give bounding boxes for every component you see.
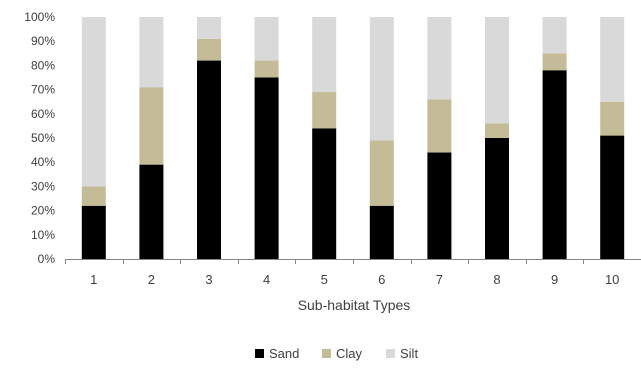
y-tick-label: 80% [31, 58, 55, 72]
bar-clay-1 [81, 186, 106, 206]
bar-silt-2 [139, 17, 164, 88]
bar-clay-2 [139, 87, 164, 165]
bar-sand-3 [197, 60, 221, 260]
bar-silt-1 [81, 17, 106, 187]
bar-sand-1 [81, 205, 106, 259]
bar-sand-9 [542, 70, 567, 260]
bar-silt-5 [312, 17, 337, 93]
legend: Sand Clay Silt [255, 346, 418, 361]
legend-swatch-sand [255, 349, 264, 358]
x-tick-label: 4 [263, 272, 270, 287]
bar-sand-7 [427, 152, 452, 259]
y-tick-label: 0% [38, 252, 56, 266]
y-tick-label: 20% [31, 204, 55, 218]
bar-clay-7 [427, 99, 452, 153]
x-tick-label: 9 [551, 272, 558, 287]
x-tick-label: 7 [436, 272, 443, 287]
y-tick-label: 10% [31, 228, 55, 242]
y-tick-label: 70% [31, 83, 55, 97]
legend-swatch-clay [322, 349, 331, 358]
y-tick-label: 100% [24, 10, 55, 24]
y-tick-label: 50% [31, 131, 55, 145]
x-tick-label: 10 [605, 272, 619, 287]
x-tick-label: 6 [378, 272, 385, 287]
y-tick-label: 40% [31, 155, 55, 169]
y-tick-label: 30% [31, 179, 55, 193]
bar-clay-9 [542, 53, 567, 71]
legend-label-clay: Clay [336, 346, 363, 361]
bar-clay-3 [197, 38, 221, 61]
bar-sand-6 [369, 205, 394, 259]
y-tick-label: 60% [31, 107, 55, 121]
x-tick-label: 8 [493, 272, 500, 287]
legend-swatch-silt [386, 349, 395, 358]
bar-silt-3 [197, 17, 221, 39]
bar-clay-10 [600, 101, 625, 136]
x-axis-ticks [65, 259, 584, 264]
bar-sand-10 [600, 135, 625, 259]
bar-sand-4 [254, 77, 279, 259]
x-axis-title: Sub-habitat Types [298, 297, 411, 313]
bar-sand-5 [312, 128, 337, 259]
legend-label-silt: Silt [400, 346, 418, 361]
bar-clay-5 [312, 92, 337, 129]
bar-clay-8 [485, 123, 509, 138]
bar-clay-6 [369, 140, 394, 206]
legend-label-sand: Sand [269, 346, 299, 361]
bar-clay-4 [254, 60, 279, 78]
x-tick-label: 2 [148, 272, 155, 287]
bar-silt-4 [254, 17, 279, 61]
bars [81, 17, 625, 260]
y-axis-tick-labels: 0% 10% 20% 30% 40% 50% 60% 70% 80% 90% 100% [24, 10, 55, 266]
y-tick-label: 90% [31, 34, 55, 48]
bar-silt-8 [485, 17, 509, 124]
bar-silt-6 [369, 17, 394, 141]
bar-silt-10 [600, 17, 625, 102]
bar-silt-7 [427, 17, 452, 100]
bar-sand-2 [139, 164, 164, 259]
x-axis-tick-labels: 1 2 3 4 5 6 7 8 9 10 [90, 272, 619, 287]
x-tick-label: 1 [90, 272, 97, 287]
x-tick-label: 5 [321, 272, 328, 287]
bar-sand-8 [485, 138, 509, 259]
bar-silt-9 [542, 17, 567, 54]
x-tick-label: 3 [205, 272, 212, 287]
